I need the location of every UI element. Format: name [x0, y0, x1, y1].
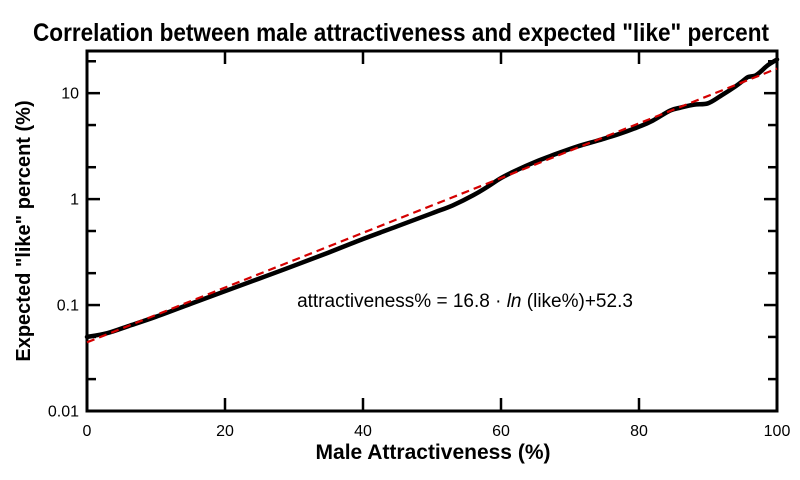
- observed-curve: [84, 57, 780, 340]
- plot-frame: [85, 49, 779, 413]
- y-tick-label: 0.01: [48, 404, 79, 421]
- y-tick-label: 0.1: [57, 298, 79, 315]
- fit-equation-suffix: (like%)+52.3: [522, 291, 633, 312]
- axis-tick-labels: 10 1 0.1 0.010 20 40 60 80 100: [48, 86, 791, 440]
- x-tick-label: 60: [492, 423, 510, 440]
- axis-ticks: [85, 52, 779, 413]
- x-tick-label: 0: [83, 423, 92, 440]
- y-tick-label: 10: [61, 86, 79, 103]
- y-tick-label: 1: [70, 192, 79, 209]
- y-axis-label: Expected "like" percent (%): [13, 100, 35, 361]
- x-tick-label: 80: [630, 423, 648, 440]
- fit-equation-prefix: attractiveness% = 16.8 ·: [297, 291, 507, 312]
- chart-title: Correlation between male attractiveness …: [33, 19, 770, 47]
- data-series: [84, 57, 780, 344]
- fit-line: [86, 67, 778, 344]
- fit-equation-ln: ln: [507, 291, 522, 312]
- x-tick-label: 100: [764, 423, 791, 440]
- fit-equation: attractiveness% = 16.8 · ln (like%)+52.3: [297, 291, 633, 312]
- x-axis-label: Male Attractiveness (%): [316, 441, 551, 464]
- x-tick-label: 40: [354, 423, 372, 440]
- x-tick-label: 20: [216, 423, 234, 440]
